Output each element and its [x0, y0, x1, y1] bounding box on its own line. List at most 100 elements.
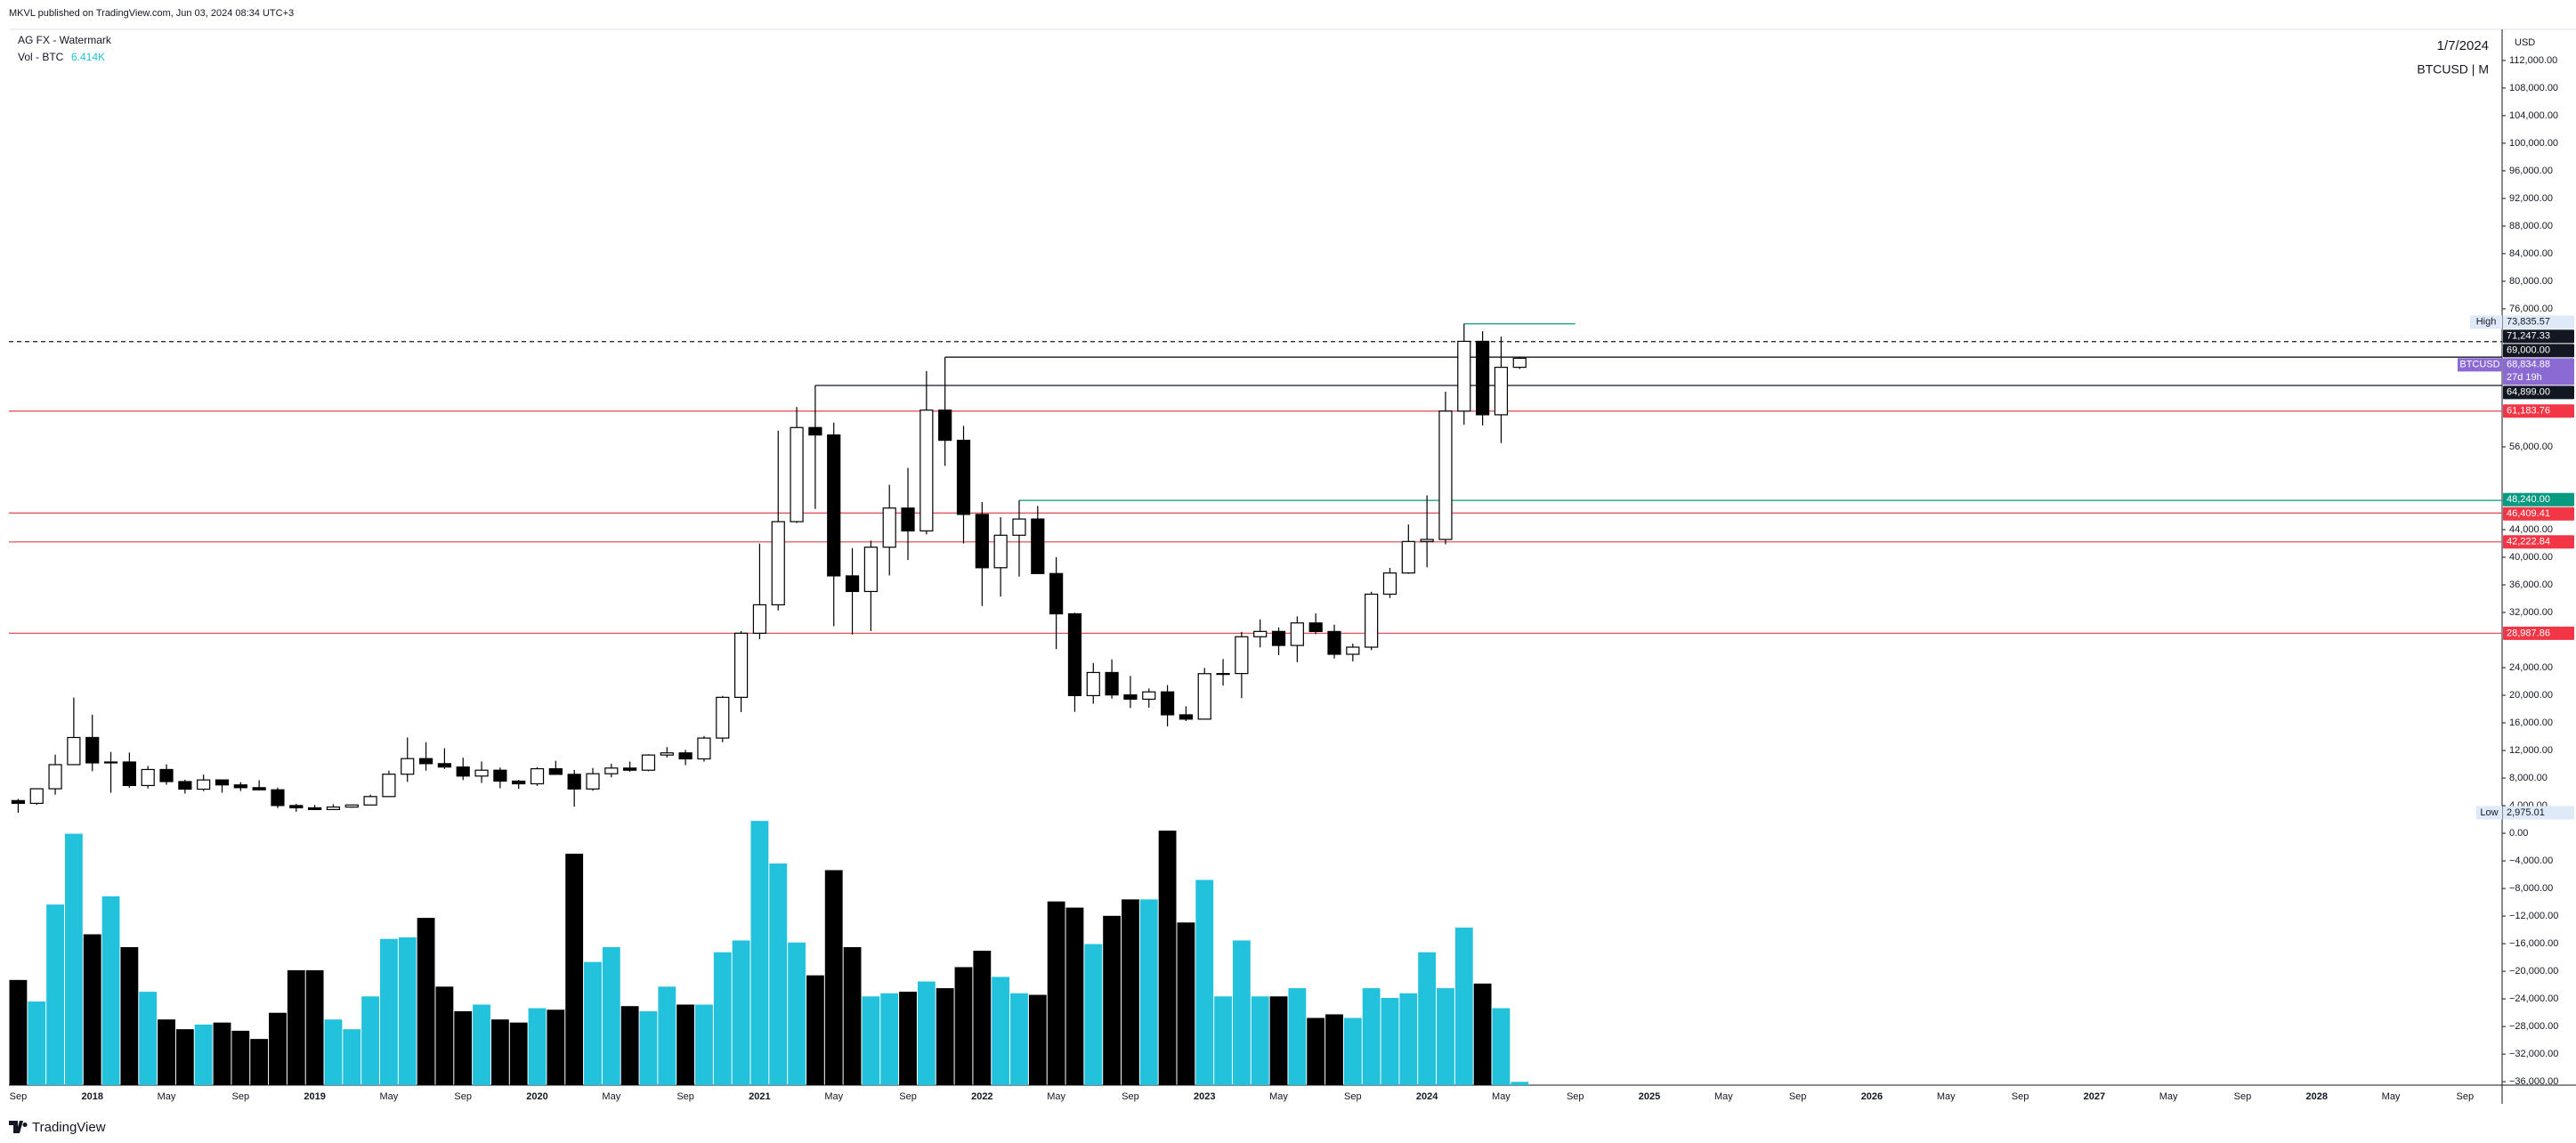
- x-tick-label: May: [824, 1091, 843, 1102]
- y-tick-label: 0.00: [2509, 828, 2528, 839]
- volume-bar: [862, 996, 880, 1085]
- x-tick-label: 2021: [749, 1091, 770, 1102]
- volume-bar: [1492, 1008, 1511, 1085]
- volume-bar: [454, 1011, 473, 1085]
- candle-body: [975, 514, 989, 569]
- candle-body: [567, 774, 581, 790]
- x-tick-label: May: [2382, 1091, 2401, 1102]
- y-tick-label: 40,000.00: [2509, 552, 2553, 563]
- x-tick-label: Sep: [676, 1091, 694, 1102]
- plot-area: [9, 323, 2502, 1085]
- volume-last-value: 6.414K: [71, 51, 105, 63]
- volume-bar: [788, 942, 806, 1085]
- candle-body: [29, 788, 44, 805]
- x-tick-label: May: [1269, 1091, 1288, 1102]
- price-tag-label: 71,247.33: [2507, 331, 2550, 342]
- price-tag-box: [2503, 806, 2574, 820]
- candle-body: [1160, 691, 1175, 716]
- price-tag-box: [2503, 358, 2574, 385]
- price-tag-name-box: [2476, 806, 2502, 820]
- volume-bar: [732, 940, 750, 1085]
- volume-bar: [639, 1011, 658, 1085]
- volume-legend: Vol - BTC: [18, 51, 64, 63]
- volume-bar: [175, 1029, 194, 1085]
- candle-body: [197, 779, 211, 790]
- candle-body: [1512, 357, 1527, 369]
- volume-bar: [1511, 1082, 1529, 1085]
- price-tag-name: High: [2476, 317, 2497, 328]
- candle-body: [919, 409, 934, 531]
- volume-bar: [1418, 952, 1437, 1085]
- price-tag-box: [2503, 507, 2574, 521]
- candle-body: [326, 807, 341, 810]
- x-tick-label: 2022: [971, 1091, 992, 1102]
- candle-body: [1235, 636, 1249, 675]
- volume-bar: [101, 896, 120, 1085]
- volume-bar: [547, 1009, 565, 1085]
- volume-bar: [1362, 988, 1381, 1085]
- volume-bar: [1325, 1014, 1343, 1085]
- y-tick-label: −36,000.00: [2509, 1076, 2558, 1087]
- candle-body: [1346, 646, 1360, 655]
- candle-body: [122, 761, 136, 787]
- candle-body: [808, 426, 822, 436]
- candle-body: [882, 507, 896, 548]
- volume-bar: [9, 979, 28, 1085]
- price-tag-name-box: [2458, 358, 2502, 372]
- candle-body: [548, 767, 563, 775]
- candle-body: [678, 752, 693, 760]
- y-tick-label: −24,000.00: [2509, 993, 2558, 1004]
- candle-body: [1271, 630, 1286, 646]
- candle-body: [586, 773, 600, 790]
- x-tick-label: 2026: [1861, 1091, 1883, 1102]
- volume-bar: [880, 993, 899, 1085]
- price-tag-countdown: 27d 19h: [2507, 372, 2542, 383]
- volume-bar: [64, 833, 83, 1085]
- x-tick-label: Sep: [1344, 1091, 1362, 1102]
- candle-body: [1197, 673, 1211, 720]
- candle-body: [289, 805, 304, 809]
- y-tick-label: 88,000.00: [2509, 221, 2553, 231]
- candle-body: [1031, 518, 1045, 574]
- candle-body: [344, 804, 359, 808]
- x-tick-label: May: [1937, 1091, 1956, 1102]
- x-tick-label: Sep: [454, 1091, 472, 1102]
- candle-body: [660, 752, 674, 756]
- volume-bar: [1473, 983, 1492, 1085]
- candle-body: [1476, 340, 1490, 416]
- volume-bar: [28, 1001, 46, 1085]
- price-tag-label: 64,899.00: [2507, 387, 2550, 398]
- volume-bar: [398, 937, 417, 1085]
- candle-body: [271, 789, 285, 807]
- volume-bar: [324, 1019, 343, 1085]
- candle-body: [1105, 671, 1119, 696]
- candle-body: [1401, 540, 1415, 574]
- volume-bar: [83, 934, 101, 1085]
- x-tick-label: 2024: [1416, 1091, 1438, 1102]
- volume-bar: [194, 1024, 213, 1085]
- x-tick-label: 2027: [2084, 1091, 2105, 1102]
- volume-bar: [1139, 899, 1158, 1085]
- candle-body: [456, 766, 470, 777]
- x-tick-label: 2023: [1194, 1091, 1215, 1102]
- volume-bar: [473, 1004, 490, 1085]
- volume-bar: [1381, 998, 1399, 1085]
- candle-body: [1438, 410, 1453, 540]
- volume-bar: [139, 992, 158, 1085]
- y-tick-label: 76,000.00: [2509, 304, 2553, 314]
- candle-body: [382, 774, 396, 798]
- candle-body: [474, 769, 489, 777]
- volume-bar: [250, 1039, 269, 1085]
- x-tick-label: Sep: [1789, 1091, 1807, 1102]
- candle-body: [697, 737, 711, 760]
- volume-bar: [231, 1030, 250, 1085]
- price-tag-label: 61,183.76: [2507, 406, 2550, 417]
- x-tick-label: Sep: [2012, 1091, 2029, 1102]
- candle-body: [215, 779, 230, 786]
- volume-bar: [120, 946, 139, 1085]
- x-tick-label: May: [602, 1091, 620, 1102]
- volume-bar: [1399, 993, 1418, 1085]
- symbol-label: BTCUSD | M: [2417, 62, 2489, 77]
- volume-bar: [936, 988, 954, 1085]
